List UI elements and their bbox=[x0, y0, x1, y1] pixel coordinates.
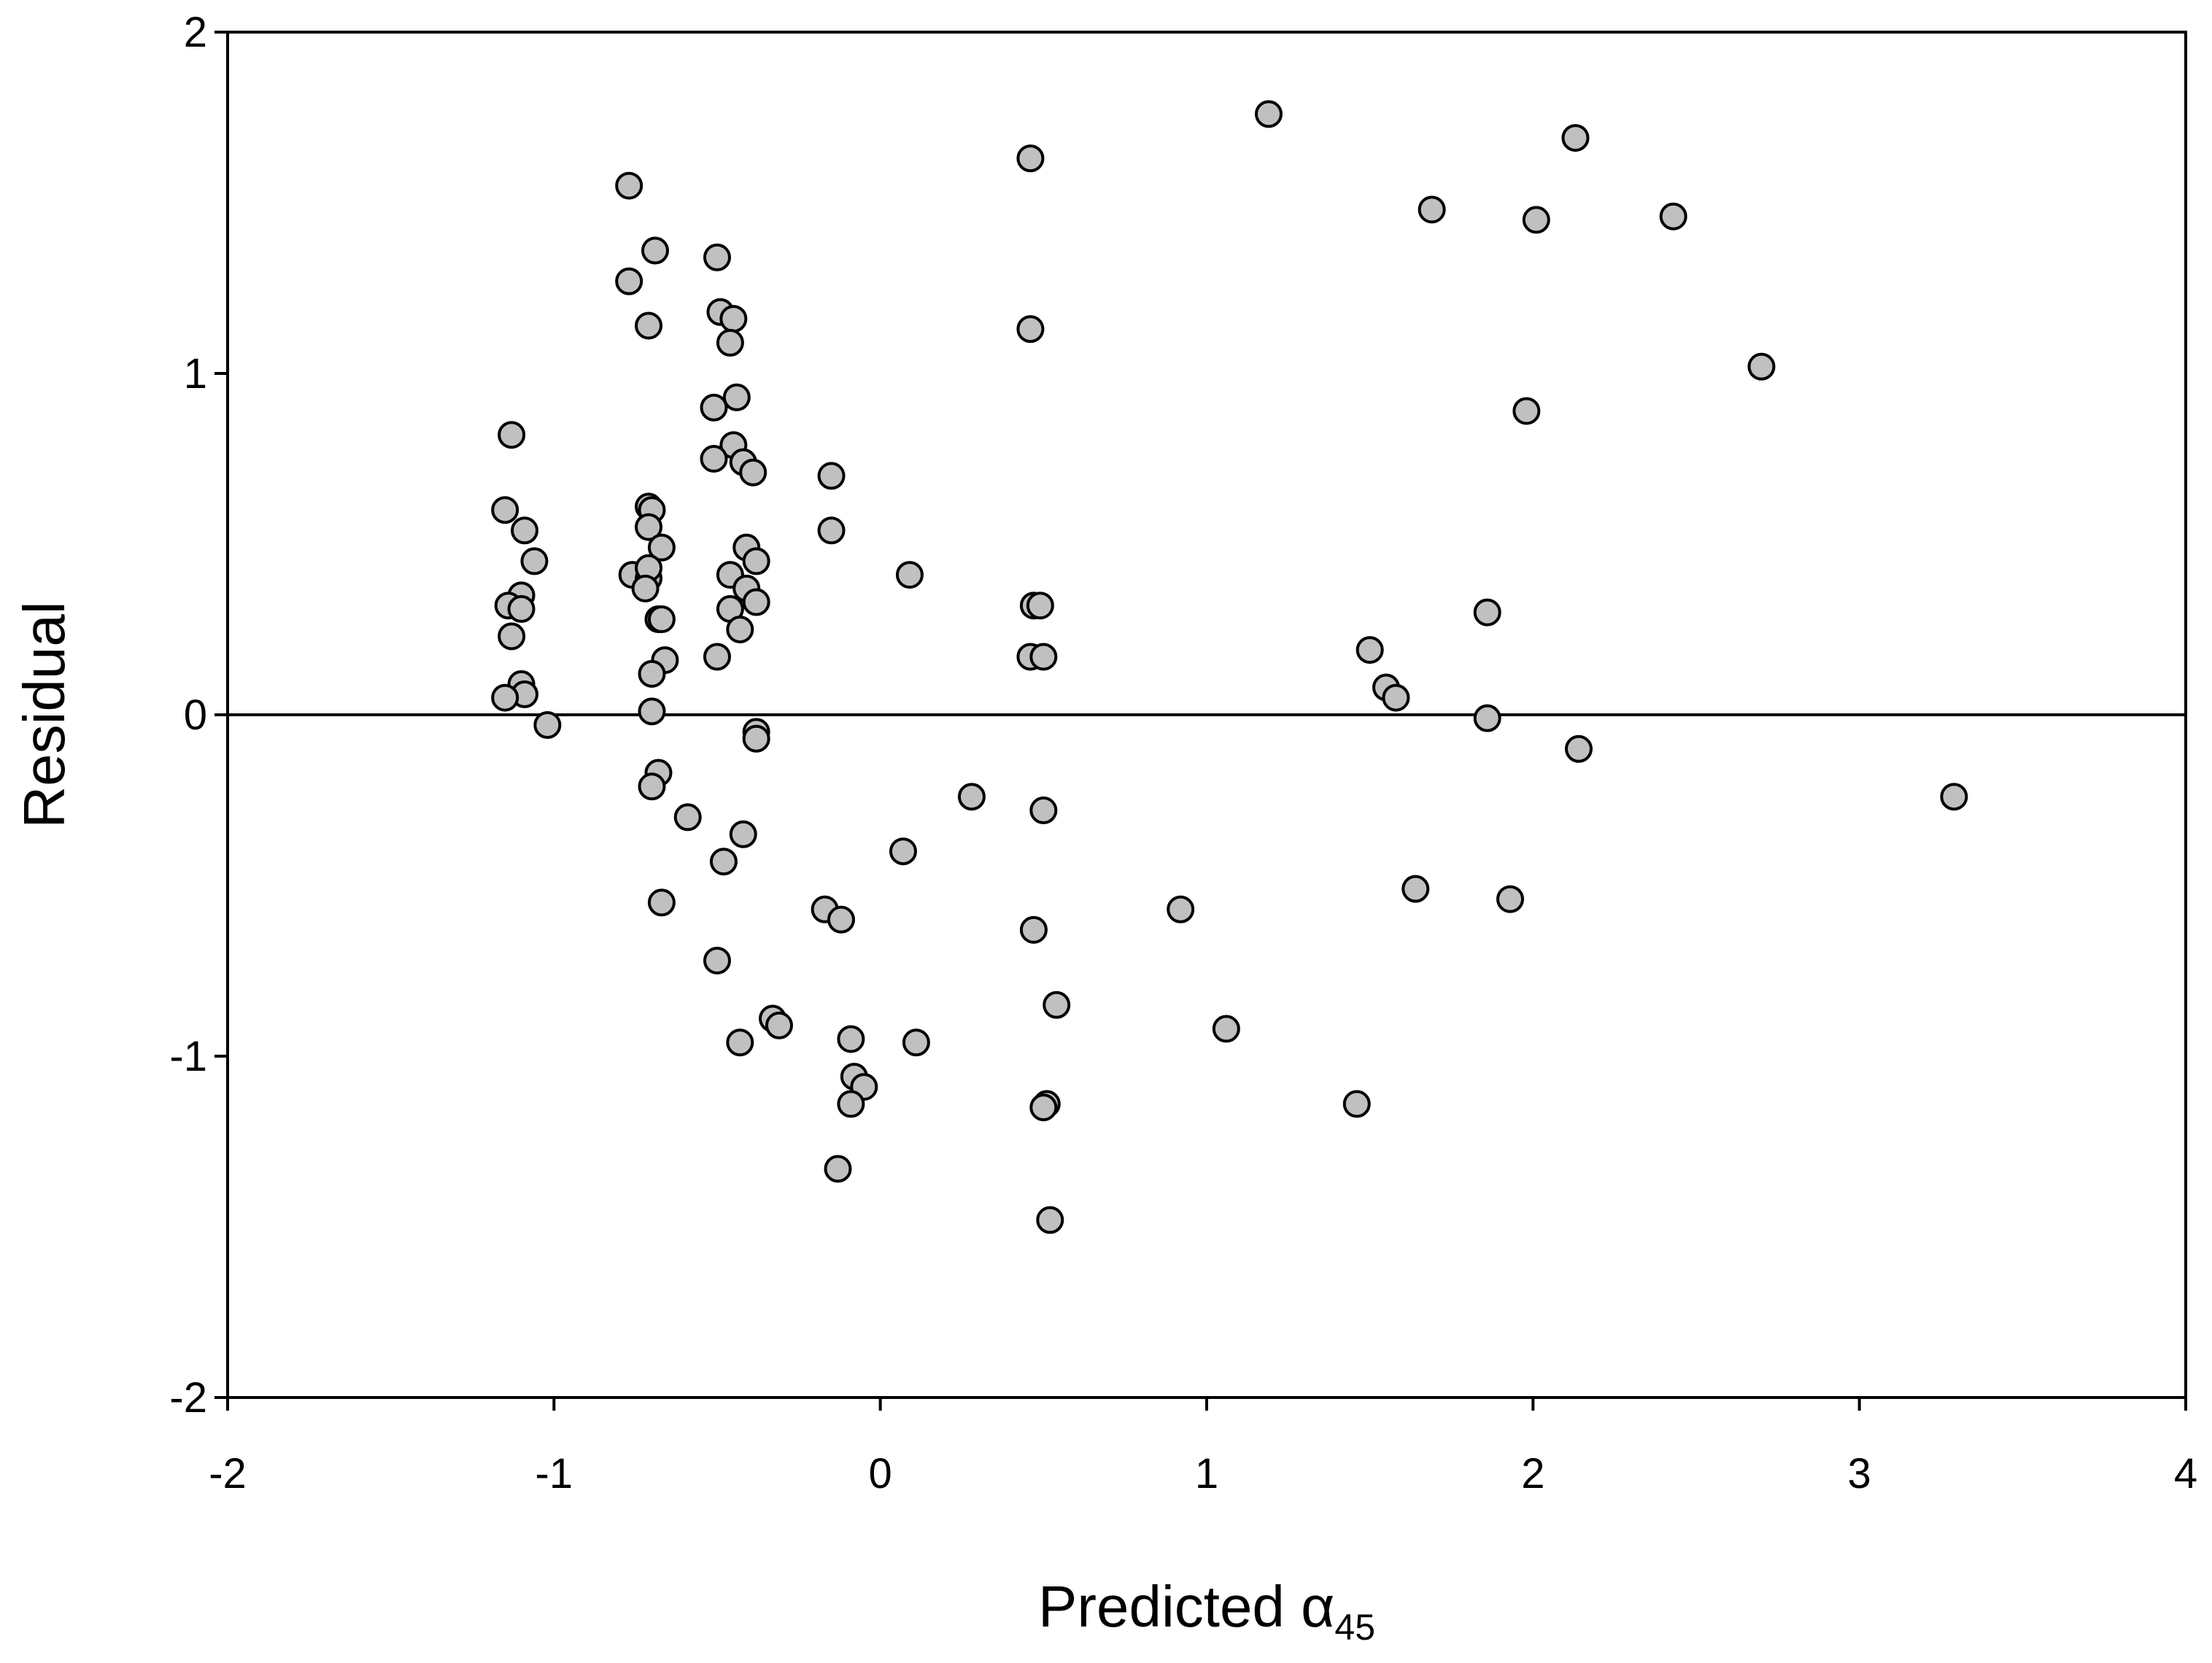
data-point bbox=[615, 171, 643, 200]
x-tick-label: -2 bbox=[209, 1450, 247, 1497]
data-point bbox=[635, 513, 663, 541]
data-point bbox=[1212, 1015, 1240, 1043]
data-point bbox=[491, 496, 519, 524]
data-point bbox=[817, 462, 846, 490]
data-point bbox=[1382, 683, 1410, 712]
data-point bbox=[742, 547, 770, 575]
data-point bbox=[837, 1090, 865, 1118]
data-point bbox=[615, 267, 643, 295]
data-point bbox=[889, 837, 917, 866]
data-point bbox=[638, 659, 666, 688]
data-point bbox=[837, 1025, 865, 1053]
y-tick-label: 0 bbox=[184, 691, 207, 739]
data-point bbox=[703, 643, 731, 671]
data-point bbox=[1016, 144, 1045, 173]
data-point bbox=[638, 772, 666, 801]
data-point bbox=[1561, 124, 1590, 152]
data-point bbox=[511, 516, 539, 545]
data-point bbox=[824, 1155, 852, 1183]
data-point bbox=[647, 888, 676, 917]
data-point bbox=[631, 574, 660, 602]
x-tick-label: 3 bbox=[1848, 1450, 1871, 1497]
x-axis-label-main: Predicted α bbox=[1038, 1574, 1334, 1639]
x-tick-label: 0 bbox=[869, 1450, 892, 1497]
data-point bbox=[1029, 796, 1058, 825]
data-point bbox=[647, 533, 676, 562]
data-point bbox=[1940, 783, 1968, 811]
data-point bbox=[765, 1011, 793, 1039]
x-axis-label: Predicted α45 bbox=[1038, 1574, 1375, 1648]
data-point bbox=[1512, 397, 1541, 425]
x-tick-label: -1 bbox=[535, 1450, 573, 1497]
data-point bbox=[638, 697, 666, 726]
data-point bbox=[498, 622, 526, 651]
data-point bbox=[1473, 598, 1501, 627]
data-point bbox=[1029, 643, 1058, 671]
data-point bbox=[491, 683, 519, 712]
data-point bbox=[739, 458, 767, 487]
data-point bbox=[1026, 592, 1054, 620]
data-point bbox=[1522, 206, 1550, 234]
y-axis-ticks: -2 -1 0 1 2 bbox=[169, 9, 228, 1422]
data-point bbox=[1496, 885, 1525, 913]
data-point bbox=[703, 243, 731, 271]
data-point bbox=[1167, 895, 1195, 923]
data-point bbox=[1254, 100, 1283, 128]
data-point bbox=[902, 1028, 930, 1057]
data-point bbox=[520, 547, 549, 575]
x-axis-ticks: -2 -1 0 1 2 3 4 bbox=[209, 1398, 2197, 1497]
data-point bbox=[742, 588, 770, 616]
data-point bbox=[1418, 195, 1446, 224]
data-point bbox=[533, 711, 562, 740]
data-points bbox=[491, 100, 1968, 1234]
y-axis-label: Residual bbox=[12, 601, 77, 828]
data-point bbox=[641, 236, 670, 265]
data-point bbox=[1342, 1090, 1371, 1118]
data-point bbox=[700, 445, 728, 473]
data-point bbox=[1036, 1206, 1064, 1234]
data-point bbox=[703, 946, 731, 974]
data-point bbox=[1029, 1093, 1058, 1122]
data-point bbox=[498, 421, 526, 449]
data-point bbox=[1564, 734, 1593, 763]
data-point bbox=[719, 305, 748, 333]
y-tick-label: -2 bbox=[169, 1374, 207, 1422]
data-point bbox=[700, 393, 728, 422]
y-tick-label: 1 bbox=[184, 350, 207, 398]
x-tick-label: 2 bbox=[1521, 1450, 1544, 1497]
x-tick-label: 4 bbox=[2174, 1450, 2197, 1497]
data-point bbox=[1016, 315, 1045, 344]
x-axis-label-subscript: 45 bbox=[1334, 1607, 1375, 1648]
data-point bbox=[716, 328, 744, 357]
data-point bbox=[647, 605, 676, 633]
y-tick-label: 2 bbox=[184, 9, 207, 56]
data-point bbox=[827, 905, 855, 934]
data-point bbox=[742, 724, 770, 753]
y-tick-label: -1 bbox=[169, 1033, 207, 1080]
data-point bbox=[673, 803, 702, 832]
data-point bbox=[1747, 352, 1776, 381]
data-point bbox=[895, 561, 924, 589]
data-point bbox=[726, 1028, 754, 1057]
data-point bbox=[635, 311, 663, 340]
data-point bbox=[729, 820, 757, 848]
data-point bbox=[1019, 915, 1048, 944]
data-point bbox=[957, 783, 986, 811]
data-point bbox=[726, 616, 754, 643]
data-point bbox=[1356, 636, 1384, 664]
data-point bbox=[722, 383, 751, 411]
data-point bbox=[1659, 202, 1687, 230]
data-point bbox=[1473, 704, 1501, 732]
data-point bbox=[1043, 991, 1071, 1019]
data-point bbox=[709, 848, 738, 876]
x-tick-label: 1 bbox=[1195, 1450, 1218, 1497]
data-point bbox=[1401, 875, 1430, 903]
data-point bbox=[817, 516, 846, 545]
data-point bbox=[507, 594, 535, 623]
